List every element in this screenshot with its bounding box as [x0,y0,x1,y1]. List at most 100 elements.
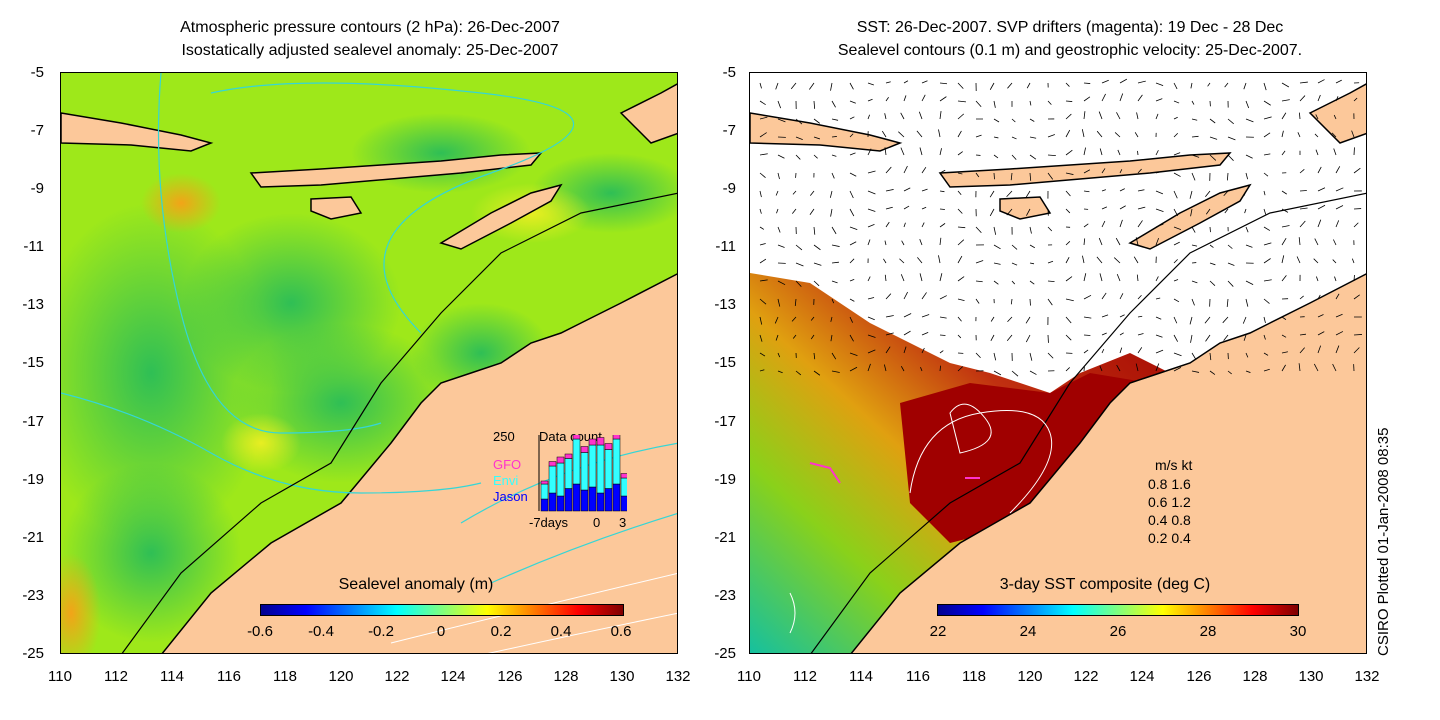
inset-bar-jason [564,488,573,512]
right-x-tick: 110 [737,668,761,685]
left-y-tick: -21 [22,529,44,546]
velocity-legend-row: 0.8 1.6 [1148,476,1191,492]
left-map-graphic [61,73,677,653]
geostrophic-velocity-vectors [759,78,1363,377]
inset-bar-gfo [588,438,597,446]
left-colorbar-label: 0.6 [610,623,632,640]
inset-bar-envi [580,452,589,491]
left-y-tick: -7 [30,122,44,139]
right-x-tick: 128 [1242,668,1268,685]
left-y-tick: -17 [22,413,44,430]
inset-bar-jason [612,483,621,512]
left-x-tick: 130 [609,668,635,685]
left-title-line1: Atmospheric pressure contours (2 hPa): 2… [180,19,560,36]
right-title-line1: SST: 26-Dec-2007. SVP drifters (magenta)… [856,19,1284,36]
right-x-tick: 124 [1129,668,1155,685]
right-colorbar-label: 26 [1109,623,1127,640]
inset-bar-gfo [596,437,605,446]
inset-bar-jason [604,488,613,512]
inset-bar-gfo [612,435,621,440]
left-x-tick: 116 [217,668,241,685]
inset-bar-envi [596,444,605,494]
inset-bar-gfo [604,443,613,450]
left-title-line2: Isostatically adjusted sealevel anomaly:… [181,42,559,59]
right-y-tick: -19 [714,471,736,488]
inset-bar-gfo [572,435,581,440]
inset-bar-gfo [548,461,557,467]
inset-bar-gfo [540,480,549,485]
inset-bar-envi [556,462,565,497]
left-colorbar-title: Sealevel anomaly (m) [338,576,494,593]
left-x-tick: 124 [440,668,466,685]
velocity-legend-row: 0.2 0.4 [1148,530,1191,546]
left-colorbar-label: 0.4 [550,623,572,640]
left-colorbar-label: -0.4 [308,623,334,640]
left-map-sealevel-anomaly[interactable]: Sealevel anomaly (m) -0.6 -0.4 -0.2 0 0.… [60,72,678,654]
right-x-tick: 116 [906,668,930,685]
inset-x-label-start: -7days [529,515,569,530]
inset-bar-envi [564,458,573,489]
right-x-tick: 114 [849,668,873,685]
right-x-tick: 122 [1073,668,1099,685]
left-colorbar-label: -0.2 [368,623,394,640]
left-x-tick: 120 [328,668,354,685]
left-y-tick: -15 [22,354,44,371]
right-y-tick: -11 [715,238,736,255]
velocity-legend-row: 0.4 0.8 [1148,512,1191,528]
right-y-tick: -21 [714,529,736,546]
inset-bar-jason [540,498,549,512]
right-x-tick: 120 [1017,668,1043,685]
inset-title: Data count [539,429,602,444]
australia-landmass [850,273,1366,653]
inset-bar-jason [548,492,557,512]
inset-bar-gfo [556,456,565,464]
inset-x-label-zero: 0 [593,515,601,530]
left-y-tick: -23 [22,587,44,604]
inset-bar-jason [580,489,589,512]
left-x-tick: 122 [384,668,410,685]
left-x-tick: 128 [553,668,579,685]
right-title-line2: Sealevel contours (0.1 m) and geostrophi… [837,42,1303,59]
left-x-tick: 112 [104,668,128,685]
left-y-tick: -13 [22,296,44,313]
inset-bar-envi [612,438,621,485]
inset-bar-envi [540,483,549,500]
inset-bar-gfo [580,446,589,453]
right-x-tick: 132 [1354,668,1380,685]
right-colorbar [937,604,1299,616]
right-colorbar-label: 22 [929,623,947,640]
right-x-tick: 126 [1186,668,1212,685]
left-colorbar-label: 0.2 [490,623,512,640]
inset-bar-jason [596,492,605,512]
left-colorbar-label: 0 [436,623,446,640]
right-colorbar-label: 24 [1019,623,1037,640]
inset-bar-envi [588,444,597,488]
left-y-tick: -25 [22,645,44,662]
inset-x-label-end: 3 [619,515,627,530]
right-y-tick: -9 [722,180,736,197]
inset-bar-gfo [620,473,627,479]
left-x-tick: 126 [497,668,523,685]
left-x-tick: 110 [48,668,72,685]
right-x-tick: 112 [793,668,817,685]
velocity-legend-row: 0.6 1.2 [1148,494,1191,510]
left-colorbar-label: -0.6 [247,623,273,640]
right-colorbar-label: 30 [1289,623,1307,640]
inset-legend-gfo: GFO [493,457,522,472]
inset-max-label: 250 [493,429,515,444]
inset-bar-jason [620,495,627,512]
inset-bar-gfo [564,453,573,459]
right-colorbar-title: 3-day SST composite (deg C) [999,576,1211,593]
right-map-sst[interactable]: m/s kt 0.8 1.6 0.6 1.2 0.4 0.8 0.2 0.4 3… [749,72,1367,654]
inset-bar-jason [572,483,581,512]
left-colorbar [260,604,624,616]
inset-bar-envi [604,449,613,489]
right-map-graphic [750,73,1366,653]
right-x-tick: 118 [962,668,986,685]
inset-bar-jason [588,486,597,512]
credit-label: CSIRO Plotted 01-Jan-2008 08:35 [1375,427,1392,656]
left-y-tick: -19 [22,471,44,488]
inset-bar-jason [556,495,565,512]
left-y-tick: -11 [23,238,44,255]
velocity-legend-header: m/s kt [1155,457,1193,473]
